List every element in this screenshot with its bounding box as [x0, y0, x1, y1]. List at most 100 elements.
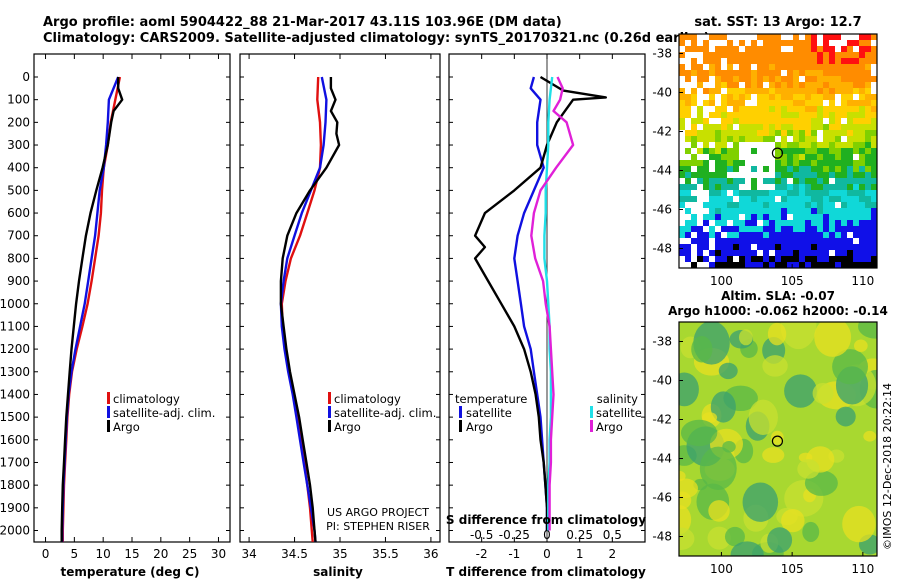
- sst-cell: [805, 40, 811, 46]
- sst-cell: [715, 166, 721, 172]
- sst-cell: [805, 244, 811, 250]
- sst-cell: [811, 142, 817, 148]
- sst-cell: [853, 184, 859, 190]
- sst-cell: [757, 58, 763, 64]
- sst-cell: [823, 190, 829, 196]
- sst-cell: [823, 136, 829, 142]
- sst-cell: [721, 184, 727, 190]
- sst-cell: [871, 202, 877, 208]
- sst-cell: [769, 130, 775, 136]
- sst-cell: [715, 124, 721, 130]
- sst-cell: [835, 70, 841, 76]
- sst-cell: [847, 190, 853, 196]
- sst-cell: [781, 250, 787, 256]
- sst-cell: [763, 166, 769, 172]
- sst-cell: [865, 82, 871, 88]
- sst-cell: [691, 58, 697, 64]
- legend-label-argo: Argo: [113, 420, 140, 434]
- sst-cell: [871, 256, 877, 262]
- sst-cell: [841, 262, 847, 268]
- sst-cell: [793, 208, 799, 214]
- sst-cell: [691, 232, 697, 238]
- sst-cell: [775, 172, 781, 178]
- sst-cell: [847, 226, 853, 232]
- sst-cell: [787, 94, 793, 100]
- sst-cell: [697, 58, 703, 64]
- sst-cell: [865, 142, 871, 148]
- sst-cell: [871, 208, 877, 214]
- sst-cell: [817, 262, 823, 268]
- sst-cell: [691, 46, 697, 52]
- sst-cell: [685, 58, 691, 64]
- sst-cell: [703, 166, 709, 172]
- sst-cell: [697, 244, 703, 250]
- sst-cell: [781, 88, 787, 94]
- sst-cell: [751, 70, 757, 76]
- sst-cell: [775, 178, 781, 184]
- sst-cell: [763, 64, 769, 70]
- sst-cell: [859, 94, 865, 100]
- depth-tick-label: 900: [7, 274, 30, 288]
- sst-cell: [799, 172, 805, 178]
- sst-cell: [811, 136, 817, 142]
- sst-cell: [691, 82, 697, 88]
- sla-blob: [702, 412, 718, 424]
- sst-cell: [775, 184, 781, 190]
- sst-cell: [739, 244, 745, 250]
- sst-cell: [835, 148, 841, 154]
- sst-cell: [835, 220, 841, 226]
- sst-cell: [763, 88, 769, 94]
- sst-cell: [679, 250, 685, 256]
- sst-cell: [709, 172, 715, 178]
- sst-cell: [703, 46, 709, 52]
- sst-cell: [787, 142, 793, 148]
- sst-cell: [745, 88, 751, 94]
- sst-cell: [787, 124, 793, 130]
- sst-cell: [871, 106, 877, 112]
- sla-blob: [730, 541, 764, 556]
- sst-cell: [685, 208, 691, 214]
- sst-cell: [781, 232, 787, 238]
- sst-cell: [757, 88, 763, 94]
- sst-cell: [709, 124, 715, 130]
- sst-cell: [811, 100, 817, 106]
- sst-cell: [697, 112, 703, 118]
- sst-cell: [811, 52, 817, 58]
- sst-cell: [847, 220, 853, 226]
- sst-cell: [793, 220, 799, 226]
- sst-cell: [715, 178, 721, 184]
- sst-cell: [817, 178, 823, 184]
- sst-cell: [727, 112, 733, 118]
- imos-credit: ©IMOS 12-Dec-2018 20:22:14: [881, 383, 894, 550]
- sst-cell: [733, 184, 739, 190]
- sst-cell: [751, 130, 757, 136]
- depth-tick-label: 1500: [0, 410, 30, 424]
- sst-cell: [709, 70, 715, 76]
- sst-cell: [823, 148, 829, 154]
- sst-cell: [865, 76, 871, 82]
- sst-cell: [811, 106, 817, 112]
- sst-cell: [775, 154, 781, 160]
- sst-cell: [829, 112, 835, 118]
- sst-cell: [823, 172, 829, 178]
- sst-cell: [733, 106, 739, 112]
- sst-cell: [811, 124, 817, 130]
- sst-cell: [763, 256, 769, 262]
- map-y-tick-label: -42: [652, 125, 672, 139]
- x-tick-label: 1: [576, 547, 584, 561]
- sst-cell: [805, 262, 811, 268]
- sst-cell: [841, 76, 847, 82]
- sst-cell: [733, 52, 739, 58]
- sst-cell: [835, 172, 841, 178]
- sst-cell: [757, 208, 763, 214]
- sst-cell: [739, 208, 745, 214]
- sst-cell: [715, 82, 721, 88]
- sst-cell: [739, 256, 745, 262]
- sst-cell: [853, 178, 859, 184]
- x-tick-label: 25: [182, 547, 197, 561]
- sst-cell: [757, 184, 763, 190]
- sst-cell: [691, 112, 697, 118]
- sst-cell: [841, 142, 847, 148]
- sst-cell: [793, 142, 799, 148]
